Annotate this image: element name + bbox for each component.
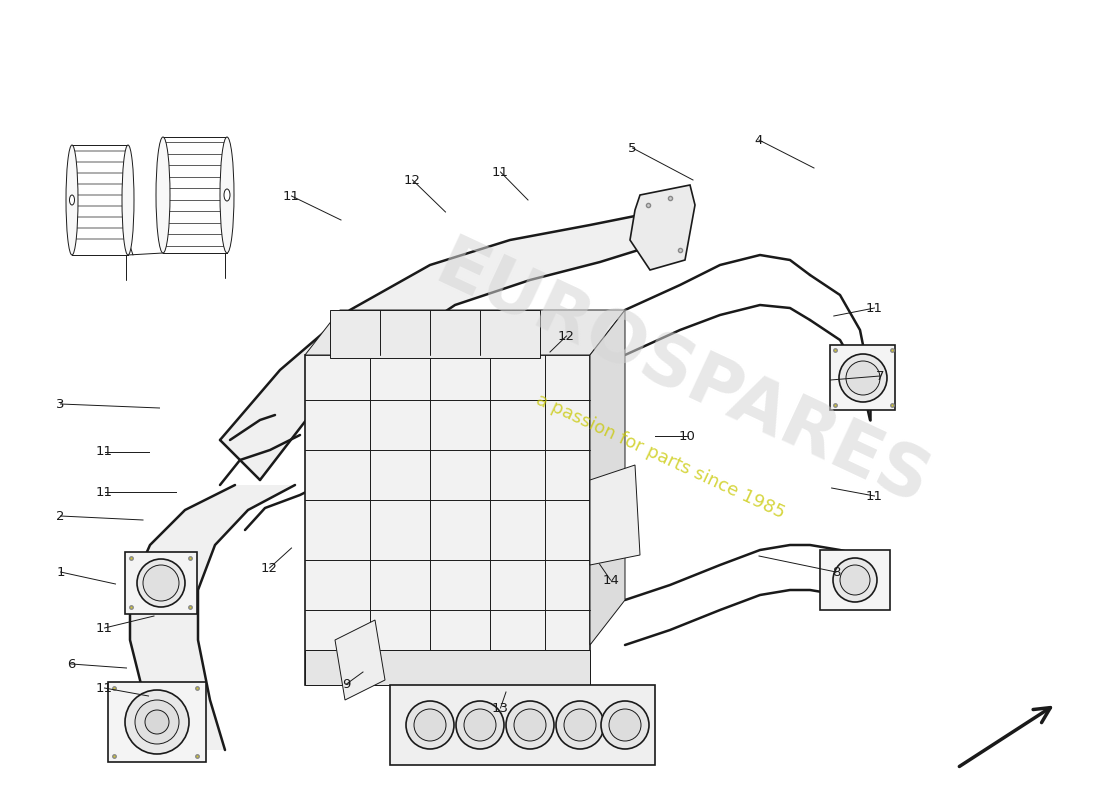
Text: 8: 8 xyxy=(832,566,840,578)
Circle shape xyxy=(406,701,454,749)
Bar xyxy=(820,550,890,610)
Bar xyxy=(125,552,197,614)
Text: EUROSPARES: EUROSPARES xyxy=(425,231,939,521)
Circle shape xyxy=(464,709,496,741)
Polygon shape xyxy=(590,465,640,565)
Circle shape xyxy=(135,700,179,744)
Polygon shape xyxy=(590,310,625,645)
Text: 9: 9 xyxy=(342,678,351,690)
Circle shape xyxy=(145,710,169,734)
Circle shape xyxy=(456,701,504,749)
Text: 11: 11 xyxy=(866,490,883,502)
Text: 12: 12 xyxy=(558,330,575,342)
Text: 12: 12 xyxy=(261,562,278,574)
Ellipse shape xyxy=(122,145,134,255)
Circle shape xyxy=(840,565,870,595)
Bar xyxy=(305,650,590,685)
Text: 13: 13 xyxy=(492,702,509,714)
Text: 11: 11 xyxy=(96,682,113,694)
Circle shape xyxy=(609,709,641,741)
Circle shape xyxy=(506,701,554,749)
Text: 5: 5 xyxy=(628,142,637,154)
Text: a passion for parts since 1985: a passion for parts since 1985 xyxy=(532,390,788,522)
Circle shape xyxy=(839,354,887,402)
Text: 14: 14 xyxy=(602,574,619,586)
Polygon shape xyxy=(130,485,295,750)
Circle shape xyxy=(833,558,877,602)
Bar xyxy=(305,355,590,685)
Circle shape xyxy=(138,559,185,607)
Polygon shape xyxy=(336,620,385,700)
Circle shape xyxy=(556,701,604,749)
Text: 10: 10 xyxy=(679,430,696,442)
Ellipse shape xyxy=(69,195,75,205)
Circle shape xyxy=(414,709,446,741)
Polygon shape xyxy=(220,210,670,480)
Text: 12: 12 xyxy=(404,174,421,186)
Circle shape xyxy=(601,701,649,749)
Ellipse shape xyxy=(66,145,78,255)
Polygon shape xyxy=(630,185,695,270)
Text: 11: 11 xyxy=(866,302,883,314)
Text: 11: 11 xyxy=(96,622,113,634)
Text: 11: 11 xyxy=(492,166,509,178)
Text: 4: 4 xyxy=(755,134,763,146)
Text: 11: 11 xyxy=(96,446,113,458)
Text: 11: 11 xyxy=(96,486,113,498)
Text: 1: 1 xyxy=(56,566,65,578)
Text: 2: 2 xyxy=(56,510,65,522)
Bar xyxy=(390,685,654,765)
Circle shape xyxy=(846,361,880,395)
Text: 7: 7 xyxy=(876,370,884,382)
Text: 3: 3 xyxy=(56,398,65,410)
Circle shape xyxy=(143,565,179,601)
Circle shape xyxy=(564,709,596,741)
Text: 11: 11 xyxy=(283,190,300,202)
Circle shape xyxy=(125,690,189,754)
Ellipse shape xyxy=(224,189,230,201)
Circle shape xyxy=(514,709,546,741)
Ellipse shape xyxy=(156,137,170,253)
Ellipse shape xyxy=(220,137,234,253)
Bar xyxy=(330,310,540,358)
Polygon shape xyxy=(305,310,625,355)
Bar xyxy=(108,682,206,762)
Text: 6: 6 xyxy=(67,658,76,670)
Bar xyxy=(830,345,895,410)
